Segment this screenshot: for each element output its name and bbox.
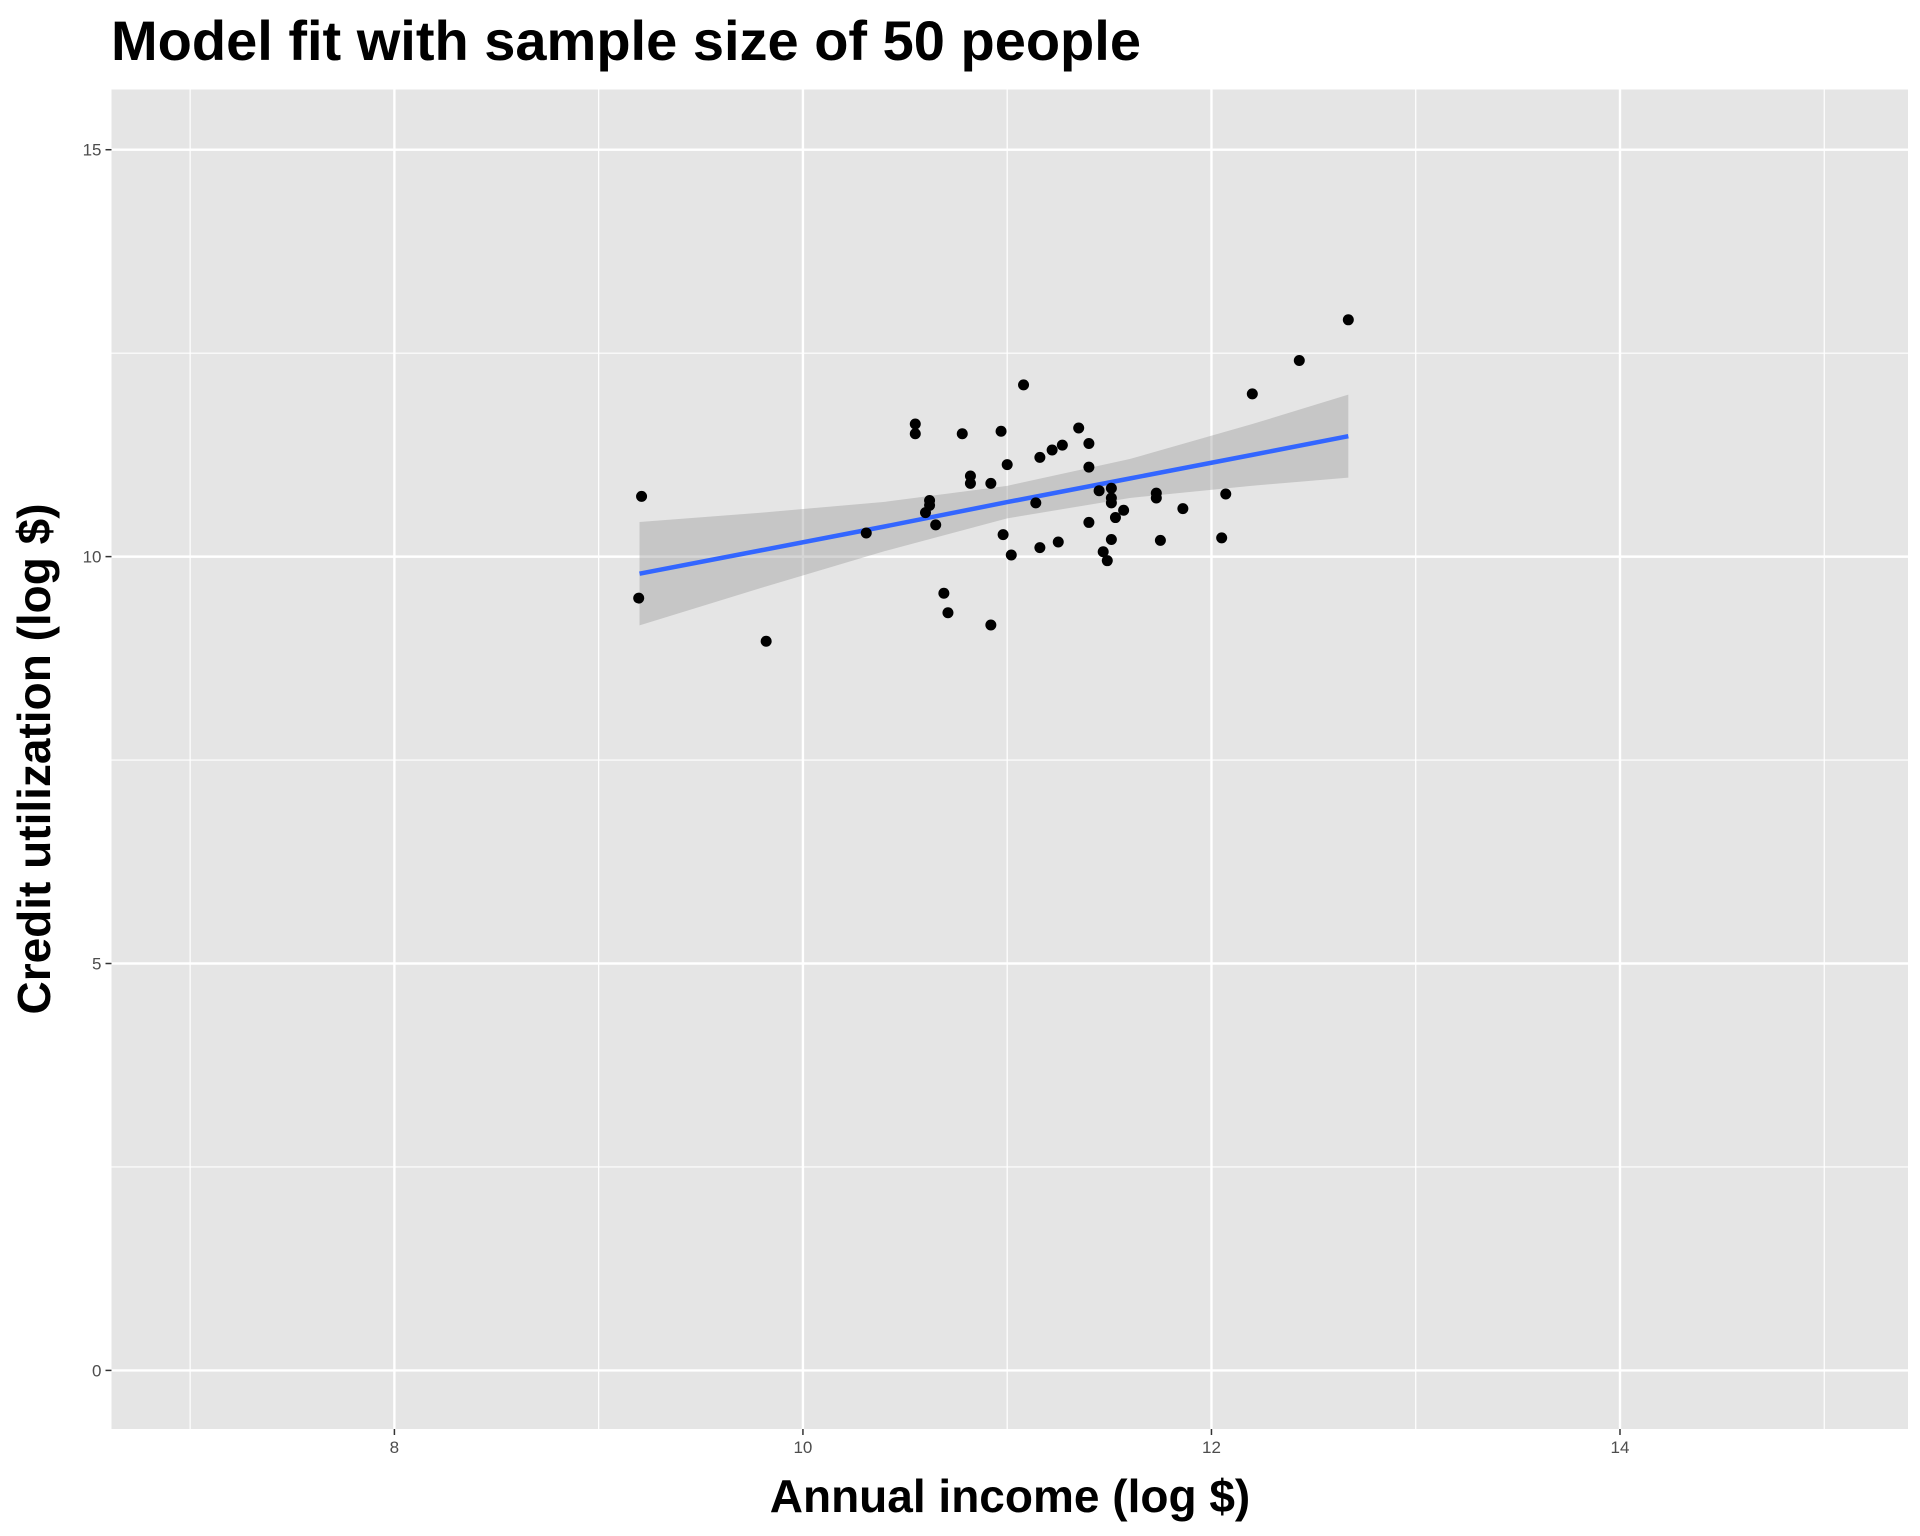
point [1034,542,1046,554]
point [909,428,921,440]
y-tick-label: 10 [83,548,102,567]
x-tick-label: 14 [1611,1438,1630,1457]
point [1083,437,1095,449]
point [1150,487,1162,499]
x-tick-label: 10 [793,1438,812,1457]
point [860,527,872,539]
point [1246,388,1258,400]
point [1101,555,1113,567]
point [1177,503,1189,515]
point [1034,451,1046,463]
y-tick-label: 0 [92,1361,101,1380]
point [924,499,936,511]
point [985,619,997,631]
point [1293,354,1305,366]
point [1105,497,1117,509]
x-tick-label: 8 [390,1438,399,1457]
point [1342,314,1354,326]
point [1093,485,1105,497]
y-axis-title: Credit utilization (log $) [8,503,60,1014]
point [1046,444,1058,456]
point [1105,534,1117,546]
point [995,425,1007,437]
point [760,635,772,647]
point [930,519,942,531]
y-tick-label: 5 [92,955,101,974]
point [1105,482,1117,494]
point [1005,549,1017,561]
y-tick-label: 15 [83,141,102,160]
point [964,477,976,489]
point [1083,461,1095,473]
confidence-band [639,394,1349,626]
point [1109,512,1121,524]
point [1052,536,1064,548]
point [1220,488,1232,500]
point [1018,379,1030,391]
point [1030,497,1042,509]
point [909,418,921,430]
chart-title: Model fit with sample size of 50 people [111,9,1141,72]
point [956,428,968,440]
point [1001,459,1013,471]
x-tick-label: 12 [1202,1438,1221,1457]
plot-panel [111,89,1908,1429]
point [938,587,950,599]
point [997,529,1009,541]
point [633,592,645,604]
point [1216,532,1228,544]
fit-line [639,433,1349,576]
point [636,490,648,502]
point [1073,422,1085,434]
point [985,477,997,489]
x-axis-title: Annual income (log $) [770,1470,1250,1522]
point [1154,534,1166,546]
point [1083,516,1095,528]
point [1056,439,1068,451]
point [942,607,954,619]
point [1097,546,1109,558]
point [1118,504,1130,516]
